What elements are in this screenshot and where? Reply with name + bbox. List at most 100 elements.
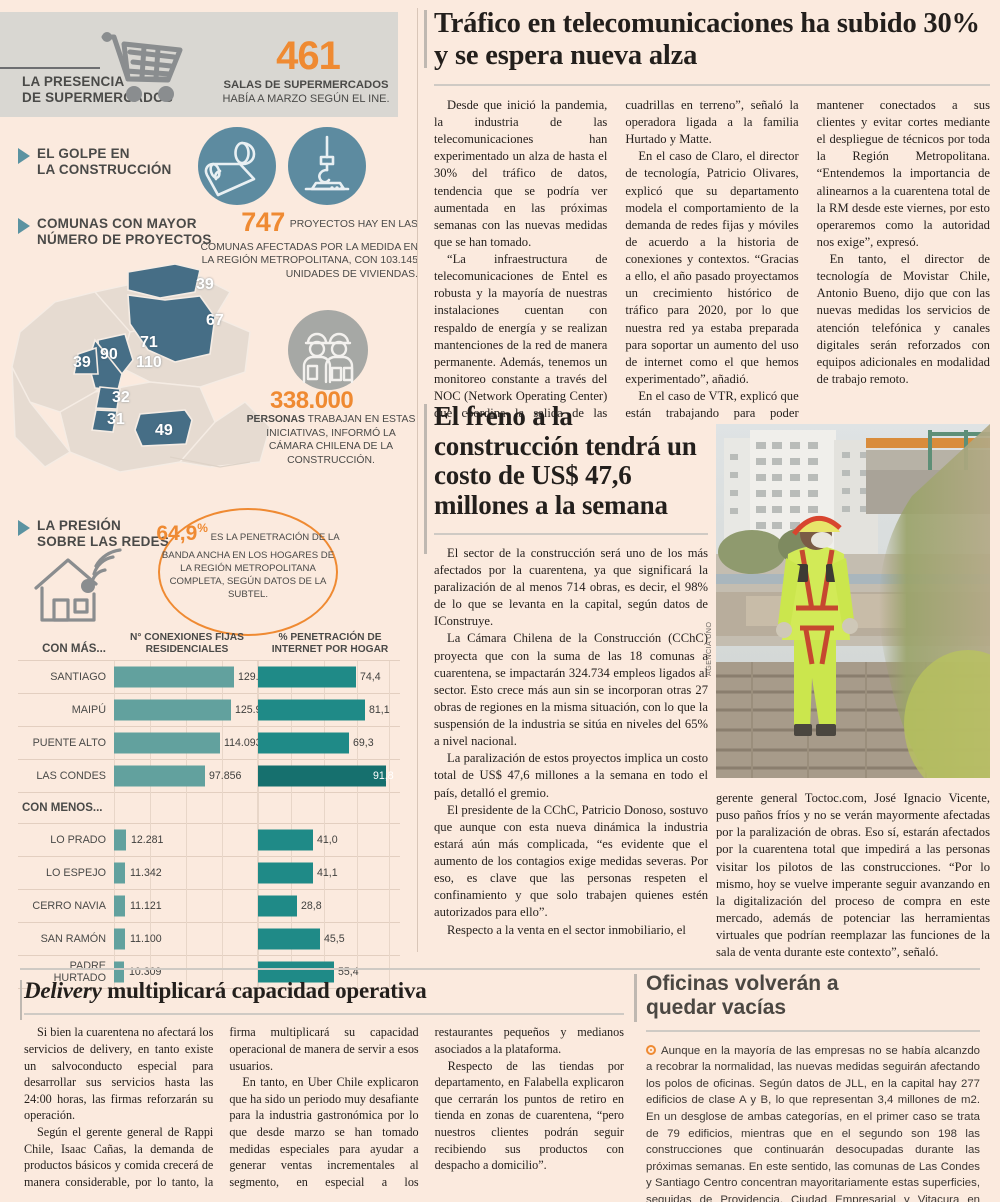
bar-cell-penetracion: 45,5 (258, 922, 400, 956)
oficinas-headline: Oficinas volverán a quedar vacías (646, 972, 839, 1019)
construccion-headline: El freno a la construcción tendrá un cos… (434, 401, 697, 521)
divider-line (0, 67, 100, 69)
bar-cell-penetracion: 41,1 (258, 856, 400, 890)
map-value-lo-barnechea: 67 (206, 312, 224, 329)
bar-cell-conexiones: 129.442 (114, 660, 276, 694)
paragraph: Si bien la cuarentena no afectará los se… (24, 1025, 214, 1123)
table-header-row: CON MÁS... N° CONEXIONES FIJAS RESIDENCI… (18, 624, 400, 660)
map-value-quilicura: 90 (100, 346, 118, 363)
bar-conexiones (114, 928, 125, 950)
bar-cell-empty (114, 791, 258, 825)
map-value-pudahuel: 39 (73, 354, 91, 371)
map-value-las-condes: 110 (136, 354, 162, 371)
paragraph: Desde que inició la pandemia, la industr… (434, 97, 608, 249)
construccion-body-col2: gerente general Toctoc.com, José Ignacio… (716, 790, 990, 961)
bar-conexiones (114, 895, 125, 917)
paragraph: En el caso de VTR, explicó que están tra… (625, 97, 990, 421)
bar-cell-conexiones: 114.093 (114, 726, 262, 760)
bar-penetracion (258, 862, 313, 884)
row-label: LAS CONDES (36, 770, 106, 782)
delivery-headline: Delivery multiplicará capacidad operativ… (24, 978, 624, 1004)
table-row[interactable]: PUENTE ALTO 114.093 69,3 (18, 726, 400, 760)
bar-penetracion (258, 765, 386, 787)
bottom-divider (20, 968, 980, 970)
headline-rule (24, 1013, 624, 1016)
headline-rule (434, 532, 708, 535)
bar-cell-penetracion: 69,3 (258, 726, 400, 760)
supermarket-caption: SALAS DE SUPERMERCADOS HABÍA A MARZO SEG… (222, 79, 390, 106)
bar-value: 45,5 (324, 933, 345, 945)
paragraph: “La infraestructura de telecomunicacione… (434, 97, 799, 421)
bar-cell-empty (258, 791, 400, 825)
delivery-body: Si bien la cuarentena no afectará los se… (24, 1024, 624, 1190)
delivery-headline-rest: multiplicará capacidad operativa (101, 978, 427, 1003)
construccion-stat-text: 747 PROYECTOS HAY EN LAS COMUNAS AFECTADA… (200, 207, 418, 281)
table-row[interactable]: MAIPÚ 125.906 81,1 (18, 693, 400, 727)
bar-cell-penetracion: 91,8 (258, 759, 400, 793)
map-value-san-miguel: 31 (107, 411, 125, 428)
map-value-vitacura: 71 (140, 334, 158, 351)
paragraph: Respecto de las tiendas por departamento… (434, 1058, 624, 1173)
bar-conexiones (114, 666, 234, 688)
triangle-marker-icon (18, 218, 30, 234)
photo-credit: AGENCIA UNO (704, 621, 713, 676)
projects-count: 747 (241, 207, 285, 237)
bar-penetracion (258, 895, 297, 917)
table-group-header-row: CON MENOS... (18, 791, 400, 825)
bar-cell-conexiones: 11.121 (114, 889, 258, 923)
telecom-body: Desde que inició la pandemia, la industr… (434, 97, 990, 422)
oficinas-body: Aunque en la mayoría de las empresas no … (646, 1043, 980, 1202)
broadband-callout-ring (158, 508, 338, 636)
broadband-caption: 64,9% ES LA PENETRACIÓN DE LA BANDA ANCH… (156, 521, 340, 600)
section-header-construccion: EL GOLPE EN LA CONSTRUCCIÓN (18, 146, 172, 179)
workers-caption: PERSONAS TRABAJAN EN ESTAS INICIATIVAS, … (246, 414, 416, 467)
bar-value: 28,8 (301, 900, 322, 912)
map-value-la-florida: 49 (155, 422, 173, 439)
bar-penetracion (258, 732, 349, 754)
table-row[interactable]: CERRO NAVIA 11.121 28,8 (18, 889, 400, 923)
bar-value: 12.281 (131, 834, 164, 846)
two-workers-icon (288, 310, 368, 390)
row-label: MAIPÚ (71, 704, 106, 716)
bullet-icon (646, 1044, 656, 1055)
bar-value: 11.100 (130, 933, 162, 945)
section-header-comunas: COMUNAS CON MAYOR NÚMERO DE PROYECTOS (18, 216, 212, 249)
broadband-percent: 64,9% (156, 521, 208, 545)
table-row[interactable]: SANTIAGO 129.442 74,4 (18, 660, 400, 694)
bar-value: 74,4 (360, 671, 381, 683)
supermarket-section: LA PRESENCIA DE SUPERMERCADOS 461 (0, 12, 398, 117)
table-row[interactable]: LO ESPEJO 11.342 41,1 (18, 856, 400, 890)
table-row[interactable]: LO PRADO 12.281 41,0 (18, 823, 400, 857)
infographic-column: LA PRESENCIA DE SUPERMERCADOS 461 (0, 0, 418, 989)
bar-penetracion (258, 961, 334, 983)
table-row[interactable]: SAN RAMÓN 11.100 45,5 (18, 922, 400, 956)
article-oficinas: Oficinas volverán a quedar vacías Aunque… (634, 972, 980, 1202)
headline-rule (434, 83, 990, 86)
paragraph: Según el gerente general de Rappi Chile,… (24, 1025, 419, 1189)
row-label: PUENTE ALTO (32, 737, 106, 749)
bar-value: 41,0 (317, 834, 338, 846)
paragraph: Respecto a la venta en el sector inmobil… (447, 922, 686, 937)
bar-value: 91,8 (373, 770, 394, 782)
headline-rule (646, 1029, 980, 1032)
paragraph: Aunque en la mayoría de las empresas no … (646, 1044, 980, 1202)
bar-conexiones (114, 732, 220, 754)
paragraph: En el caso de Claro, el director de tecn… (625, 149, 799, 386)
col-header-penetracion: % PENETRACIÓN DE INTERNET POR HOGAR (271, 631, 389, 655)
article-delivery: Delivery multiplicará capacidad operativ… (20, 978, 624, 1190)
bar-penetracion (258, 928, 320, 950)
supermarket-count: 461 (276, 34, 341, 78)
shopping-cart-icon (98, 28, 186, 111)
row-label: SANTIAGO (50, 671, 106, 683)
crane-hook-icon (288, 127, 366, 205)
bar-cell-conexiones: 12.281 (114, 823, 258, 857)
paragraph: El presidente de la CChC, Patricio Donos… (434, 802, 708, 920)
delivery-headline-italic: Delivery (24, 978, 102, 1003)
table-row[interactable]: LAS CONDES 97.856 91,8 (18, 759, 400, 793)
bar-cell-penetracion: 74,4 (258, 660, 400, 694)
paragraph: El sector de la construcción será uno de… (434, 545, 708, 629)
bar-value: 69,3 (353, 737, 374, 749)
bar-conexiones (114, 862, 125, 884)
paragraph: En tanto, el director de tecnología de M… (816, 252, 990, 386)
